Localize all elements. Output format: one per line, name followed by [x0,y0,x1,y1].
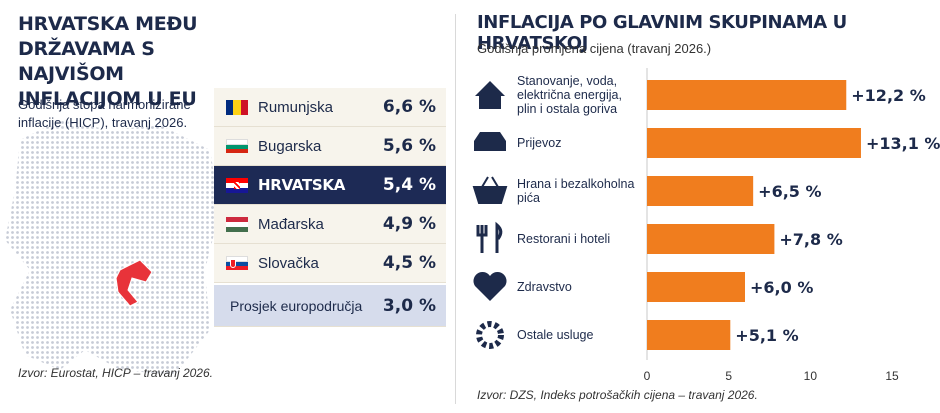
house-icon [475,81,505,109]
bar [647,80,847,110]
country-value: 5,6 % [382,136,436,156]
hungary-flag-icon [226,216,248,232]
gear-icon [476,321,504,349]
category-label: Hrana i bezalkoholna pića [517,177,634,205]
x-tick-label: 15 [885,369,899,383]
left-panel: HRVATSKA MEĐU DRŽAVAMA S NAJVIŠOM INFLAC… [0,0,455,413]
x-tick-label: 10 [804,369,818,383]
croatia-flag-icon [226,177,248,193]
value-label: +12,2 % [851,86,925,105]
right-subtitle: Godišnja promjena cijena (travanj 2026.) [477,41,712,56]
right-title: INFLACIJA PO GLAVNIM SKUPINAMA U HRVATSK… [477,12,847,54]
bar [647,320,731,350]
table-row-hungary: Mađarska 4,9 % [214,205,446,244]
value-label: +13,1 % [866,134,940,153]
value-label: +7,8 % [779,230,842,249]
bar [647,176,754,206]
category-label: Stanovanje, voda, električna energija, pli… [517,74,622,116]
category-label: Ostale usluge [517,328,593,342]
table-row-average: Prosjek europodručja 3,0 % [214,285,446,327]
car-icon [474,132,506,151]
country-value: 4,5 % [382,253,436,273]
average-value: 3,0 % [382,295,436,316]
value-label: +6,5 % [758,182,821,201]
europe-map-icon [5,120,220,375]
category-label: Restorani i hoteli [517,232,610,246]
value-label: +5,1 % [735,326,798,345]
bar [647,272,745,302]
x-tick-label: 0 [644,369,651,383]
category-label: Zdravstvo [517,280,572,294]
country-name: Bugarska [258,137,322,155]
x-tick-label: 5 [725,369,732,383]
left-subtitle: Godišnja stopa harmonizirane inflacije (… [18,97,191,130]
heart-plus-icon [473,271,507,301]
basket-icon [472,176,508,204]
bar [647,128,861,158]
average-label: Prosjek europodručja [230,297,363,314]
country-name: Mađarska [258,215,324,233]
category-bar-chart: Stanovanje, voda, električna energija, pli… [472,68,940,383]
slovakia-flag-icon [226,255,248,271]
left-source: Izvor: Eurostat, HICP – travanj 2026. [18,366,213,380]
table-row-bulgaria: Bugarska 5,6 % [214,127,446,166]
country-value: 4,9 % [382,214,436,234]
table-row-romania: Rumunjska 6,6 % [214,88,446,127]
country-value: 6,6 % [382,97,436,117]
category-label: Prijevoz [517,136,561,150]
panel-divider [455,14,456,404]
country-name: Rumunjska [258,98,334,116]
left-title: HRVATSKA MEĐU DRŽAVAMA S NAJVIŠOM INFLAC… [18,13,198,110]
right-source: Izvor: DZS, Indeks potrošačkih cijena – … [477,388,758,402]
fork-knife-icon [476,221,503,253]
table-row-slovakia: Slovačka 4,5 % [214,244,446,283]
value-label: +6,0 % [750,278,813,297]
table-row-croatia: HRVATSKA 5,4 % [214,166,446,205]
bar [647,224,775,254]
country-name: Slovačka [258,254,319,272]
country-value: 5,4 % [382,175,436,195]
country-name: HRVATSKA [258,176,346,194]
romania-flag-icon [226,99,248,115]
bulgaria-flag-icon [226,138,248,154]
inflation-table: Rumunjska 6,6 % Bugarska 5,6 % HRVATSKA … [214,88,446,327]
